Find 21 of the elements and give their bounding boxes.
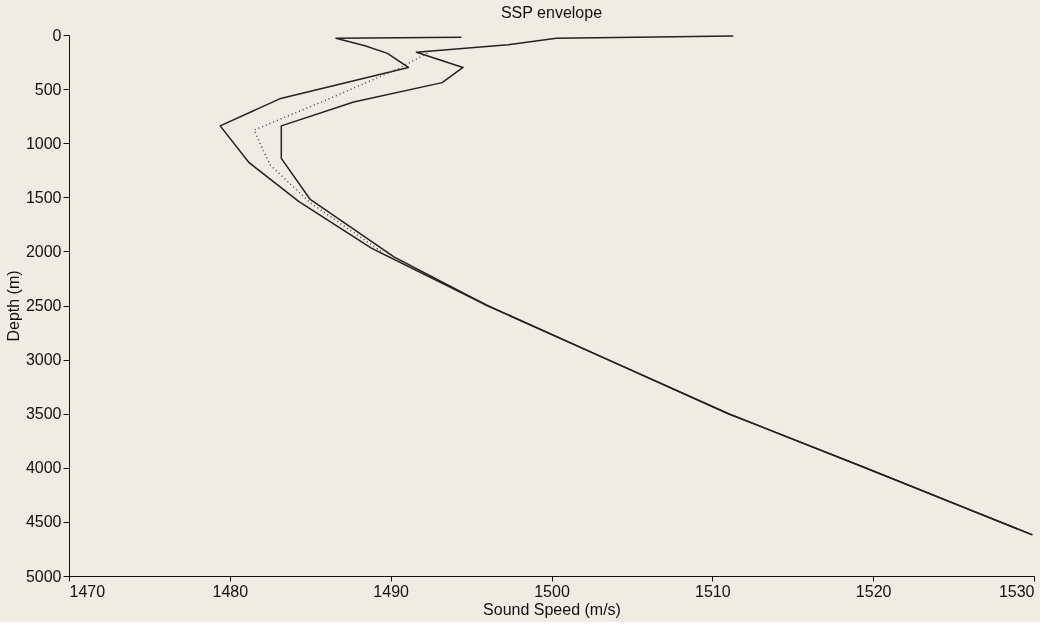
y-tick-label: 2500 xyxy=(25,297,62,314)
x-tick-label: 1530 xyxy=(998,582,1035,600)
y-tick-label: 4500 xyxy=(25,513,62,531)
y-tick-label: 500 xyxy=(34,80,62,98)
y-axis-title: Depth (m) xyxy=(4,270,22,342)
x-tick-label: 1470 xyxy=(69,582,106,600)
x-tick-label: 1480 xyxy=(212,582,249,600)
x-tick-label: 1500 xyxy=(534,582,570,600)
y-tick-label: 1500 xyxy=(25,188,62,206)
y-tick-label: 5000 xyxy=(25,567,62,585)
y-tick-label: 3500 xyxy=(25,405,62,423)
x-tick-label: 1510 xyxy=(695,582,731,600)
y-tick-label: 3000 xyxy=(25,351,62,369)
chart-title: SSP envelope xyxy=(500,4,603,21)
x-axis-title: Sound Speed (m/s) xyxy=(483,600,621,618)
x-tick-label: 1490 xyxy=(373,582,410,600)
y-tick-label: 1000 xyxy=(25,134,62,152)
y-tick-label: 0 xyxy=(52,26,62,44)
x-tick-label: 1520 xyxy=(855,582,892,600)
y-tick-label: 2000 xyxy=(25,242,62,260)
y-tick-label: 4000 xyxy=(25,459,62,477)
